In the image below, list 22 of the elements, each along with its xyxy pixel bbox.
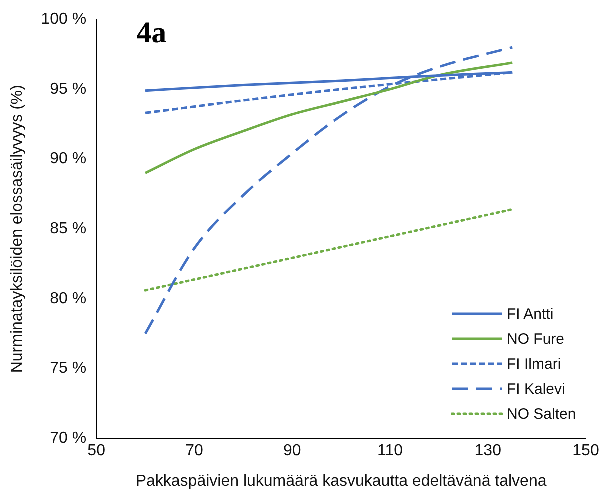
legend-label: NO Salten: [507, 406, 576, 423]
x-axis-title: Pakkaspäivien lukumäärä kasvukautta edeltävänä talvena: [136, 472, 547, 490]
legend-label: NO Fure: [507, 330, 565, 348]
y-tick-label: 75 %: [50, 360, 87, 378]
x-tick-label: 70: [186, 442, 204, 460]
line-series: [144, 62, 514, 174]
y-tick-label: 90 %: [50, 150, 87, 168]
x-tick-label: 150: [572, 442, 600, 460]
y-axis-title: Nurminatayksilöiden elossasäilyvyys (%): [9, 85, 26, 374]
x-tick-label: 130: [474, 442, 502, 460]
chart-title: 4a: [136, 16, 167, 50]
y-tick-label: 100 %: [41, 11, 87, 28]
y-tick-label: 85 %: [50, 220, 87, 238]
y-tick-label: 80 %: [50, 290, 87, 308]
y-tick-label: 95 %: [50, 80, 87, 98]
legend-label: FI Antti: [507, 306, 554, 323]
legend-label: FI Ilmari: [507, 356, 562, 373]
x-tick-label: 90: [283, 442, 302, 460]
y-tick-label: 70 %: [50, 430, 87, 448]
x-tick-label: 110: [377, 442, 404, 460]
legend-label: FI Kalevi: [507, 380, 566, 398]
x-tick-label: 50: [88, 442, 106, 460]
